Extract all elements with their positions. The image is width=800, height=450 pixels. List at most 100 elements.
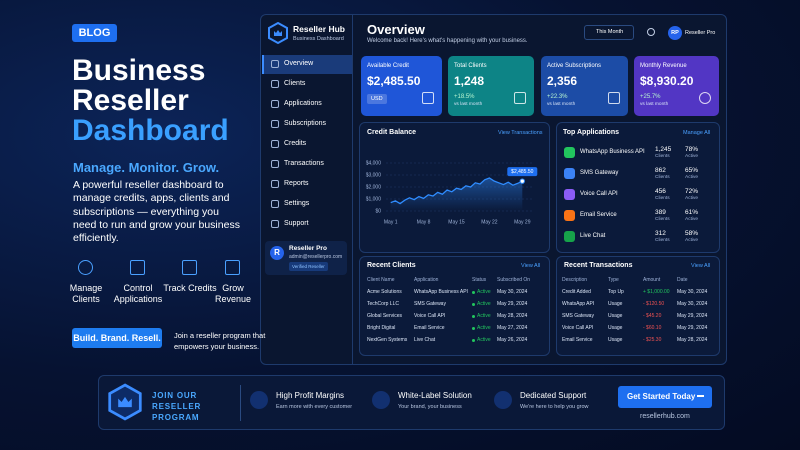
stat-label: Monthly Revenue xyxy=(640,63,687,69)
nav-item[interactable]: Support xyxy=(284,220,309,227)
stat-card xyxy=(541,56,628,116)
table-cell: Voice Call API xyxy=(562,325,594,331)
nav-item[interactable]: Credits xyxy=(284,140,307,147)
period-label[interactable]: This Month xyxy=(596,29,624,35)
app-name: Email Service xyxy=(580,212,617,218)
nav-item[interactable]: Subscriptions xyxy=(284,120,327,127)
chart-title: Credit Balance xyxy=(367,129,417,136)
app-active: 58% xyxy=(685,230,699,237)
cta-button[interactable] xyxy=(618,386,712,408)
stat-change: +18.5% xyxy=(454,94,475,100)
header-user[interactable]: Reseller Pro xyxy=(685,30,716,36)
app-name: SMS Gateway xyxy=(580,170,619,176)
nav-item[interactable]: Settings xyxy=(284,200,310,207)
table-title: Recent Transactions xyxy=(564,262,633,269)
table-cell: Credit Added xyxy=(562,289,591,295)
table-cell: Active xyxy=(477,313,491,319)
icon xyxy=(422,92,434,104)
app-icon xyxy=(564,210,575,221)
apps-title: Top Applications xyxy=(563,129,619,136)
icon xyxy=(271,100,279,108)
icon xyxy=(647,28,655,36)
icon xyxy=(271,160,279,168)
feature-title: White-Label Solution xyxy=(398,391,472,400)
brand-sub: Business Dashboard xyxy=(293,36,344,42)
table-cell: Usage xyxy=(608,337,623,343)
app-clients: 862 xyxy=(655,167,666,174)
stat-card xyxy=(448,56,534,116)
description: A powerful reseller dashboard to manage … xyxy=(73,179,240,245)
button[interactable]: Build. Brand. Resell. xyxy=(72,328,162,348)
table-cell: Usage xyxy=(608,325,623,331)
tagline: Manage. Monitor. Grow. xyxy=(73,160,220,175)
table-cell: Voice Call API xyxy=(414,313,446,319)
table-cell: Live Chat xyxy=(414,337,436,343)
table-cell: May 26, 2024 xyxy=(497,337,528,343)
period-select xyxy=(584,25,634,40)
app-icon xyxy=(564,231,575,242)
column-header: Status xyxy=(472,277,487,283)
table-cell: Active xyxy=(477,337,491,343)
feature-text: Your brand, your business xyxy=(398,404,462,410)
brand-name: Reseller Hub xyxy=(293,24,345,34)
app-clients-label: Clients xyxy=(655,238,670,243)
clients-panel xyxy=(359,256,550,356)
banner-title: JOIN OUR RESELLER PROGRAM xyxy=(152,391,202,422)
stat-value: $2,485.50 xyxy=(367,74,421,88)
table-cell: May 29, 2024 xyxy=(497,301,528,307)
feature-icon xyxy=(494,391,512,409)
nav-item[interactable]: Overview xyxy=(284,60,314,67)
x-tick-label: May 29 xyxy=(514,219,531,225)
table-cell: Active xyxy=(477,301,491,307)
table-cell: - $120.50 xyxy=(643,301,665,307)
table-title: Recent Clients xyxy=(367,262,416,269)
x-tick-label: May 8 xyxy=(417,219,431,225)
app-active-label: Active xyxy=(685,217,699,222)
x-tick-label: May 1 xyxy=(384,219,398,225)
stat-note: vs last month xyxy=(454,102,483,107)
icon xyxy=(271,220,279,228)
table-cell: Email Service xyxy=(562,337,593,343)
nav-item[interactable]: Applications xyxy=(284,100,322,107)
table-cell: Active xyxy=(477,289,491,295)
app-active: 61% xyxy=(685,209,699,216)
icon xyxy=(78,260,93,275)
banner-logo xyxy=(108,383,142,421)
apps-action[interactable]: Manage All xyxy=(683,130,711,136)
status-dot xyxy=(472,291,475,294)
table-cell: May 27, 2024 xyxy=(497,325,528,331)
app-clients-label: Clients xyxy=(655,196,670,201)
nav-item[interactable]: Clients xyxy=(284,80,306,87)
chart-action[interactable]: View Transactions xyxy=(498,130,543,136)
app-active-label: Active xyxy=(685,196,699,201)
app-active: 65% xyxy=(685,167,699,174)
table-cell: - $60.10 xyxy=(643,325,662,331)
stat-value: 2,356 xyxy=(547,74,578,88)
cta-label[interactable]: Get Started Today xyxy=(627,392,696,401)
table-cell: May 30, 2024 xyxy=(497,289,528,295)
tooltip-label: $2,485.50 xyxy=(511,169,533,175)
nav-item[interactable]: Transactions xyxy=(284,160,324,167)
table-cell: WhatsApp Business API xyxy=(414,289,468,295)
table-action[interactable]: View All xyxy=(521,263,541,269)
column-header: Subscribed On xyxy=(497,277,531,283)
feature-label: Grow Revenue xyxy=(214,283,252,304)
icon xyxy=(271,200,279,208)
icon xyxy=(514,92,526,104)
icon xyxy=(271,60,279,68)
apps-panel xyxy=(556,122,720,253)
hero-title: Dashboard xyxy=(72,114,229,147)
button-note: Join a reseller program that empowers yo… xyxy=(174,331,266,351)
stat-note: vs last month xyxy=(547,102,576,107)
table-cell: Email Service xyxy=(414,325,445,331)
nav-item[interactable]: Reports xyxy=(284,180,309,187)
brand-logo xyxy=(268,22,288,44)
app-icon xyxy=(564,147,575,158)
app-clients-label: Clients xyxy=(655,175,670,180)
stat-badge: USD xyxy=(367,94,387,104)
table-cell: Top Up xyxy=(608,289,624,295)
table-action[interactable]: View All xyxy=(691,263,711,269)
